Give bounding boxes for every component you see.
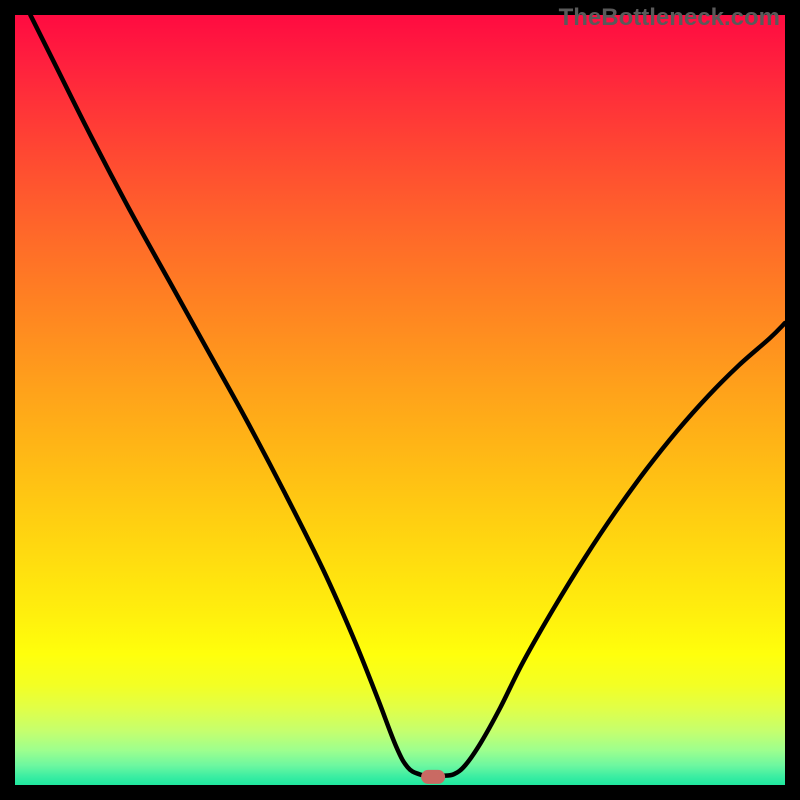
gradient-background [15, 15, 785, 785]
watermark-label: TheBottleneck.com [559, 4, 780, 32]
chart-stage: TheBottleneck.com [0, 0, 800, 800]
optimal-marker [421, 770, 445, 784]
bottleneck-chart [0, 0, 800, 800]
